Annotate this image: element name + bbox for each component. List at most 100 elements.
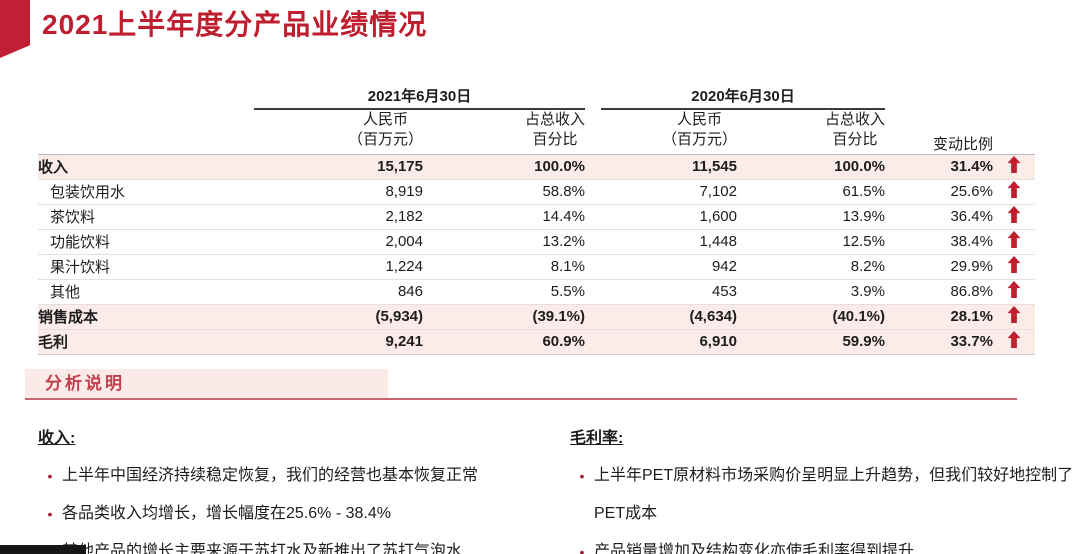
change-ratio-header: 变动比例: [885, 84, 993, 155]
change-value: 25.6%: [885, 179, 993, 205]
analysis-title: 分析说明: [25, 369, 388, 398]
up-arrow-icon: [1007, 206, 1021, 223]
bullet-text: 产品销量增加及结构变化亦使毛利率得到提升: [594, 543, 915, 554]
bullet-text: 上半年PET原材料市场采购价呈明显上升趋势，但我们较好地控制了PET成本: [594, 467, 1074, 522]
bullet-item: • 产品销量增加及结构变化亦使毛利率得到提升: [570, 533, 1075, 554]
up-arrow-icon: [1007, 231, 1021, 248]
table-row: 包装饮用水 8,919 58.8% 7,102 61.5% 25.6%: [38, 179, 1035, 205]
row-label: 其他: [38, 279, 238, 305]
up-arrow-icon: [1007, 256, 1021, 273]
pct-2020-value: 12.5%: [737, 229, 885, 255]
pct-2021-value: 58.8%: [423, 179, 585, 205]
up-arrow-icon: [1007, 181, 1021, 198]
pct-2020-value: 8.2%: [737, 254, 885, 280]
bullet-item: • 各品类收入均增长，增长幅度在25.6% - 38.4%: [38, 495, 543, 533]
bullet-icon: •: [579, 544, 585, 554]
revenue-bullet-list: • 上半年中国经济持续稳定恢复，我们的经营也基本恢复正常 • 各品类收入均增长，…: [38, 457, 543, 554]
table-row: 茶饮料 2,182 14.4% 1,600 13.9% 36.4%: [38, 204, 1035, 230]
rmb-2021-header: 人民币 （百万元）: [238, 110, 423, 155]
bullet-item: • 其他产品的增长主要来源于苏打水及新推出了苏打气泡水: [38, 533, 543, 554]
rmb-2021-value: (5,934): [238, 304, 423, 330]
row-label: 包装饮用水: [38, 179, 238, 205]
trend-cell: [993, 254, 1035, 280]
bullet-text: 其他产品的增长主要来源于苏打水及新推出了苏打气泡水: [62, 543, 463, 554]
table-body: 收入 15,175 100.0% 11,545 100.0% 31.4% 包装饮…: [38, 154, 1035, 355]
trend-cell: [993, 304, 1035, 330]
up-arrow-icon: [1007, 331, 1021, 348]
page-title: 2021上半年度分产品业绩情况: [42, 9, 428, 40]
change-value: 33.7%: [885, 329, 993, 355]
pct-2021-value: 5.5%: [423, 279, 585, 305]
rmb-2021-value: 8,919: [238, 179, 423, 205]
period-2021-header: 2021年6月30日: [238, 84, 585, 110]
pct-2021-header: 占总收入 百分比: [423, 110, 585, 155]
arrow-column-header: [993, 84, 1035, 155]
rmb-2020-header: 人民币 （百万元）: [585, 110, 737, 155]
table-row: 销售成本 (5,934) (39.1%) (4,634) (40.1%) 28.…: [38, 304, 1035, 330]
pct-2020-value: 59.9%: [737, 329, 885, 355]
bullet-text: 上半年中国经济持续稳定恢复，我们的经营也基本恢复正常: [62, 467, 479, 484]
pct-2020-value: 13.9%: [737, 204, 885, 230]
trend-cell: [993, 154, 1035, 180]
pct-2020-value: 100.0%: [737, 154, 885, 180]
pct-2020-header: 占总收入 百分比: [737, 110, 885, 155]
analysis-grossmargin-column: 毛利率: • 上半年PET原材料市场采购价呈明显上升趋势，但我们较好地控制了PE…: [570, 424, 1075, 554]
analysis-revenue-column: 收入: • 上半年中国经济持续稳定恢复，我们的经营也基本恢复正常 • 各品类收入…: [38, 424, 543, 554]
pct-2021-value: 100.0%: [423, 154, 585, 180]
trend-cell: [993, 329, 1035, 355]
up-arrow-icon: [1007, 306, 1021, 323]
rmb-2020-value: 7,102: [585, 179, 737, 205]
revenue-subheading: 收入:: [38, 430, 76, 447]
table-row: 其他 846 5.5% 453 3.9% 86.8%: [38, 279, 1035, 305]
product-performance-table: 2021年6月30日 2020年6月30日 变动比例 人民币 （百万元） 占总收…: [38, 84, 1035, 355]
row-label: 功能饮料: [38, 229, 238, 255]
table-row: 毛利 9,241 60.9% 6,910 59.9% 33.7%: [38, 329, 1035, 355]
rmb-2020-value: 453: [585, 279, 737, 305]
up-arrow-icon: [1007, 156, 1021, 173]
rmb-2020-value: 942: [585, 254, 737, 280]
table-row: 功能饮料 2,004 13.2% 1,448 12.5% 38.4%: [38, 229, 1035, 255]
rmb-2021-value: 1,224: [238, 254, 423, 280]
up-arrow-icon: [1007, 281, 1021, 298]
grossmargin-bullet-list: • 上半年PET原材料市场采购价呈明显上升趋势，但我们较好地控制了PET成本 •…: [570, 457, 1075, 554]
grossmargin-subheading: 毛利率:: [570, 430, 624, 447]
bullet-icon: •: [47, 506, 53, 522]
row-label: 果汁饮料: [38, 254, 238, 280]
rmb-2020-value: (4,634): [585, 304, 737, 330]
pct-2021-value: 13.2%: [423, 229, 585, 255]
rmb-2021-value: 2,004: [238, 229, 423, 255]
period-2020-header: 2020年6月30日: [585, 84, 885, 110]
rmb-2020-value: 11,545: [585, 154, 737, 180]
trend-cell: [993, 229, 1035, 255]
change-value: 31.4%: [885, 154, 993, 180]
bullet-item: • 上半年PET原材料市场采购价呈明显上升趋势，但我们较好地控制了PET成本: [570, 457, 1075, 533]
change-value: 28.1%: [885, 304, 993, 330]
pct-2020-value: (40.1%): [737, 304, 885, 330]
bullet-text: 各品类收入均增长，增长幅度在25.6% - 38.4%: [62, 505, 391, 522]
change-value: 86.8%: [885, 279, 993, 305]
rmb-2020-value: 6,910: [585, 329, 737, 355]
pct-2020-value: 61.5%: [737, 179, 885, 205]
table-row: 果汁饮料 1,224 8.1% 942 8.2% 29.9%: [38, 254, 1035, 280]
pct-2021-value: 60.9%: [423, 329, 585, 355]
rmb-2020-value: 1,600: [585, 204, 737, 230]
pct-2021-value: (39.1%): [423, 304, 585, 330]
rmb-2021-value: 2,182: [238, 204, 423, 230]
bullet-icon: •: [47, 468, 53, 484]
trend-cell: [993, 179, 1035, 205]
change-value: 29.9%: [885, 254, 993, 280]
row-label: 销售成本: [38, 304, 238, 330]
row-label: 毛利: [38, 329, 238, 355]
pct-2021-value: 14.4%: [423, 204, 585, 230]
rmb-2021-value: 846: [238, 279, 423, 305]
label-column-header: [38, 84, 238, 155]
pct-2021-value: 8.1%: [423, 254, 585, 280]
trend-cell: [993, 204, 1035, 230]
change-value: 36.4%: [885, 204, 993, 230]
rmb-2021-value: 9,241: [238, 329, 423, 355]
bottom-left-bar: [0, 545, 86, 554]
bullet-icon: •: [579, 468, 585, 484]
change-value: 38.4%: [885, 229, 993, 255]
row-label: 收入: [38, 154, 238, 180]
